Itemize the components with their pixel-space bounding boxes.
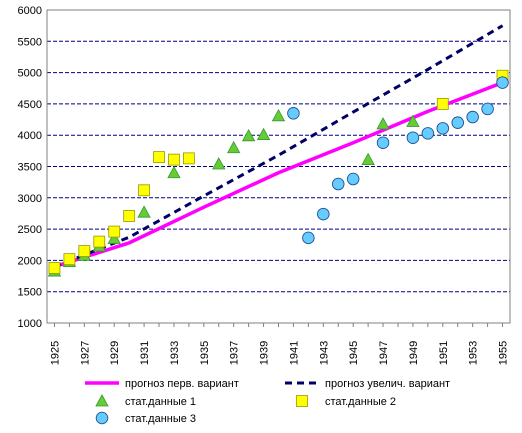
x-tick-label: 1945 (348, 341, 360, 365)
y-tick-label: 5000 (18, 68, 42, 80)
triangle-marker (167, 165, 181, 179)
square-marker (153, 151, 165, 164)
legend: прогноз перв. вариант прогноз увелич. вар… (85, 378, 450, 425)
square-marker (78, 245, 91, 257)
square-marker (436, 98, 449, 110)
y-tick-label: 4500 (18, 99, 42, 111)
x-tick-label: 1953 (468, 341, 480, 365)
x-tick-label: 1933 (169, 341, 181, 365)
y-tick-label: 1500 (18, 287, 42, 299)
circle-marker (302, 231, 315, 245)
x-tick-label: 1951 (438, 341, 450, 365)
circle-marker (421, 127, 435, 140)
x-axis-tick-labels: 1925 1927 1929 1931 1933 1935 1937 1939 1941 1943… (49, 323, 510, 365)
legend-label: прогноз увелич. вариант (325, 378, 450, 390)
y-tick-label: 6000 (18, 5, 42, 17)
circle-marker (451, 116, 464, 129)
x-tick-label: 1929 (109, 341, 121, 365)
legend-label: стат.данные 2 (325, 396, 396, 408)
forecast-line-increased (53, 24, 504, 269)
x-tick-label: 1937 (229, 341, 241, 365)
triangle-marker (95, 394, 109, 407)
circle-marker (287, 107, 300, 120)
circle-marker (331, 177, 345, 191)
triangle-marker (256, 127, 271, 140)
forecast-line-base (53, 80, 504, 269)
square-marker (182, 152, 195, 165)
x-tick-label: 1931 (139, 341, 151, 365)
triangle-marker (271, 108, 286, 122)
y-axis-tick-labels: 1000 1500 2000 2500 3000 3500 4000 4500 5000 5500… (18, 5, 42, 330)
forecast-lines (53, 24, 504, 269)
x-tick-label: 1943 (318, 341, 330, 365)
square-marker (138, 184, 150, 197)
x-tick-label: 1935 (199, 341, 211, 365)
circle-marker (481, 102, 494, 116)
circle-marker (317, 207, 330, 221)
y-tick-label: 4000 (18, 130, 42, 142)
x-tick-label: 1941 (288, 341, 300, 365)
x-tick-label: 1939 (259, 341, 271, 365)
x-tick-label: 1949 (408, 341, 420, 365)
square-marker (93, 235, 106, 248)
circle-marker (376, 136, 390, 149)
y-tick-label: 2500 (18, 224, 42, 236)
legend-label: стат.данные 1 (125, 396, 196, 408)
square-marker (108, 225, 121, 238)
y-tick-label: 5500 (18, 36, 42, 48)
legend-label: прогноз перв. вариант (125, 378, 239, 390)
triangle-marker (241, 128, 256, 142)
triangle-marker (376, 117, 390, 130)
x-tick-label: 1947 (378, 341, 390, 365)
square-marker (48, 262, 61, 274)
circle-marker (95, 411, 109, 425)
y-tick-label: 3500 (18, 162, 42, 174)
square-marker (123, 210, 136, 222)
triangle-marker (361, 152, 375, 166)
x-tick-label: 1927 (79, 341, 91, 365)
x-tick-label: 1955 (498, 341, 510, 365)
data-markers (47, 69, 509, 277)
circle-marker (466, 110, 479, 124)
circle-marker (496, 76, 509, 89)
x-tick-label: 1925 (49, 341, 61, 365)
circle-marker (436, 122, 450, 135)
square-marker (63, 253, 76, 266)
grid-lines (47, 40, 510, 293)
y-tick-label: 1000 (18, 318, 42, 330)
triangle-marker (137, 205, 151, 218)
triangle-marker (107, 231, 121, 244)
legend-label: стат.данные 3 (125, 413, 196, 425)
circle-marker (406, 131, 420, 144)
square-marker (168, 153, 180, 166)
y-tick-label: 3000 (18, 193, 42, 205)
triangle-marker (406, 114, 420, 127)
circle-marker (346, 172, 360, 186)
square-marker (296, 395, 308, 407)
triangle-marker (227, 140, 241, 154)
triangle-marker (212, 157, 226, 170)
y-tick-label: 2000 (18, 255, 42, 267)
